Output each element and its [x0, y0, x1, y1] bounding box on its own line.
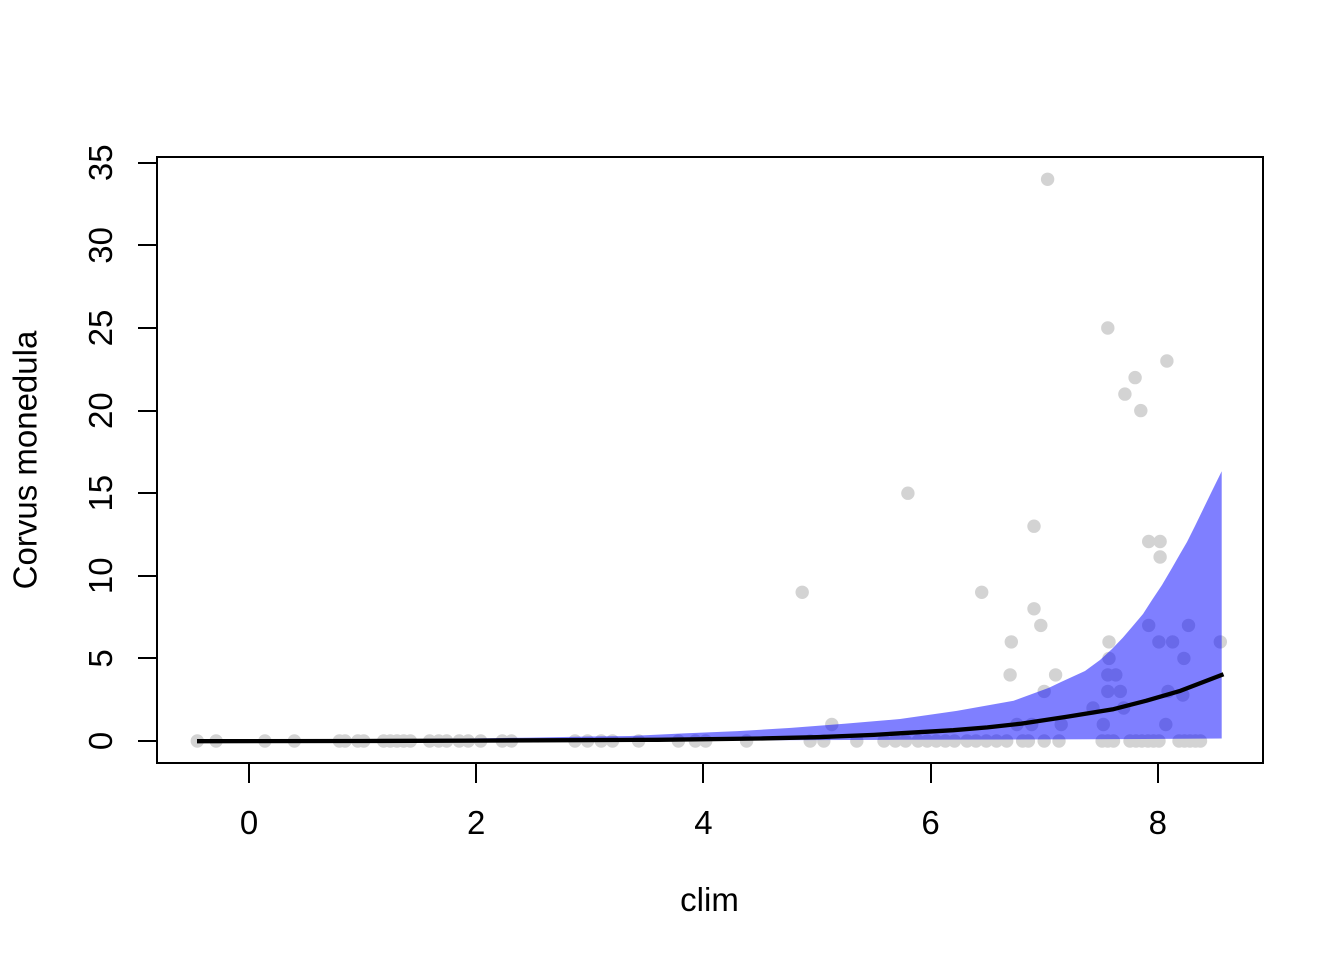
- svg-text:2: 2: [467, 804, 485, 841]
- svg-text:10: 10: [82, 557, 119, 594]
- svg-text:clim: clim: [680, 881, 739, 918]
- svg-text:0: 0: [82, 732, 119, 750]
- svg-text:5: 5: [82, 649, 119, 667]
- svg-text:15: 15: [82, 475, 119, 512]
- svg-text:8: 8: [1149, 804, 1167, 841]
- svg-text:35: 35: [82, 144, 119, 181]
- svg-text:25: 25: [82, 310, 119, 347]
- svg-text:Corvus monedula: Corvus monedula: [7, 330, 44, 589]
- svg-text:4: 4: [694, 804, 712, 841]
- svg-text:0: 0: [240, 804, 258, 841]
- svg-text:6: 6: [921, 804, 939, 841]
- svg-text:30: 30: [82, 227, 119, 264]
- svg-text:20: 20: [82, 392, 119, 429]
